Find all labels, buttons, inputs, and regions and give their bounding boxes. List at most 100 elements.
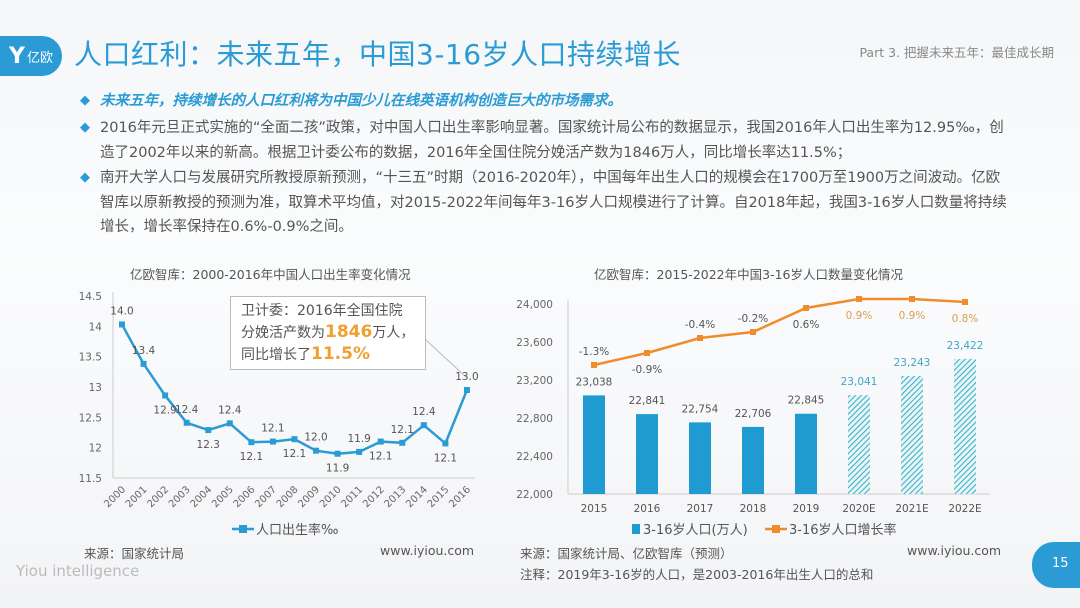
x-tick-label: 2022E xyxy=(948,503,981,515)
y-tick-label: 11.5 xyxy=(79,473,102,485)
birth-rate-point xyxy=(313,447,320,454)
forecast-bar xyxy=(954,358,976,494)
x-tick-label: 2020E xyxy=(842,503,875,515)
y-tick-label: 23,200 xyxy=(516,375,553,387)
rate-label: 0.6% xyxy=(793,319,820,331)
birth-rate-point xyxy=(420,422,427,429)
data-label: 12.1 xyxy=(369,451,392,463)
birth-rate-point xyxy=(399,439,406,446)
x-tick-label: 2002 xyxy=(145,484,171,510)
callout-text: 卫计委：2016年全国住院分娩活产数为 xyxy=(241,303,403,341)
growth-rate-line xyxy=(593,297,966,367)
y-tick-label: 22,400 xyxy=(516,451,553,463)
y-tick-label: 14.5 xyxy=(79,291,102,303)
birth-rate-point xyxy=(291,436,298,443)
bar-label: 22,706 xyxy=(735,408,772,420)
bar-label: 23,041 xyxy=(841,376,878,388)
birth-rate-point xyxy=(140,360,147,367)
chart2-title: 亿欧智库：2015-2022年中国3-16岁人口数量变化情况 xyxy=(594,267,904,282)
x-tick-label: 2004 xyxy=(189,484,215,510)
data-label: 13.4 xyxy=(132,345,156,357)
diamond-icon: ◆ xyxy=(80,120,90,135)
data-label: 12.0 xyxy=(304,432,327,444)
legend-marker xyxy=(772,525,780,533)
diamond-icon: ◆ xyxy=(80,93,90,108)
rate-label: 0.8% xyxy=(952,313,979,325)
legend-label: 人口出生率‰ xyxy=(256,522,338,538)
growth-rate-point xyxy=(750,329,756,335)
bullet-birth-rate: ◆ 2016年元旦正式实施的“全面二孩”政策，对中国人口出生率影响显著。国家统计局… xyxy=(80,116,1010,165)
bar-label: 23,422 xyxy=(947,340,984,352)
x-tick-label: 2016 xyxy=(447,484,473,510)
birth-rate-point xyxy=(226,420,233,427)
url-right[interactable]: www.iyiou.com xyxy=(907,543,1002,558)
data-label: 12.9 xyxy=(153,404,176,416)
data-label: 12.1 xyxy=(261,423,284,435)
bar-label: 22,841 xyxy=(629,395,666,407)
y-tick-label: 13 xyxy=(89,382,102,394)
url-left[interactable]: www.iyiou.com xyxy=(380,543,475,558)
legend-bar-marker xyxy=(632,524,640,534)
callout-text: 万人，同比增长了 xyxy=(241,325,415,363)
bar-label: 22,845 xyxy=(788,395,825,407)
source-left: 来源：国家统计局 xyxy=(84,546,185,561)
data-label: 12.4 xyxy=(218,404,242,416)
x-tick-label: 2016 xyxy=(634,503,661,515)
x-tick-label: 2012 xyxy=(361,484,387,510)
birth-rate-point xyxy=(248,439,255,446)
y-tick-label: 12 xyxy=(89,443,102,455)
growth-rate-point xyxy=(644,350,650,356)
y-tick-label: 13.5 xyxy=(79,352,102,364)
bar-label: 22,754 xyxy=(682,403,719,415)
page-title: 人口红利：未来五年，中国3-16岁人口持续增长 xyxy=(74,38,682,71)
data-label: 12.4 xyxy=(175,404,199,416)
growth-rate-point xyxy=(591,362,597,368)
birth-rate-point xyxy=(269,438,276,445)
y-tick-label: 24,000 xyxy=(516,299,553,311)
rate-label: 0.9% xyxy=(846,310,873,322)
birth-rate-point xyxy=(205,427,212,434)
bar-label: 23,038 xyxy=(576,376,613,388)
x-tick-label: 2015 xyxy=(581,503,608,515)
x-tick-label: 2005 xyxy=(210,484,236,510)
logo-text: 亿欧 xyxy=(26,50,53,66)
x-tick-label: 2018 xyxy=(740,503,767,515)
page-number: 15 xyxy=(1032,542,1080,588)
bullet-forecast: ◆ 南开大学人口与发展研究所教授原新预测，“十三五”时期（2016-2020年），… xyxy=(80,166,1010,240)
y-tick-label: 14 xyxy=(89,321,103,333)
diamond-icon: ◆ xyxy=(80,170,90,185)
data-label: 12.4 xyxy=(412,406,436,418)
x-tick-label: 2014 xyxy=(404,484,430,510)
rate-label: -0.2% xyxy=(738,313,768,325)
rate-label: -0.9% xyxy=(632,364,662,376)
x-tick-label: 2000 xyxy=(102,484,128,510)
x-tick-label: 2015 xyxy=(426,484,452,510)
y-tick-label: 12.5 xyxy=(79,412,102,424)
logo-y-icon: Y xyxy=(9,43,25,69)
growth-rate-point xyxy=(909,296,915,302)
data-label: 14.0 xyxy=(110,305,133,317)
bullet-highlight: ◆ 未来五年，持续增长的人口红利将为中国少儿在线英语机构创造巨大的市场需求。 xyxy=(80,89,1010,114)
y-tick-label: 22,000 xyxy=(516,489,553,501)
population-bar xyxy=(689,422,711,494)
bar-label: 23,243 xyxy=(894,357,931,369)
brand-text: Yiou intelligence xyxy=(16,562,140,580)
growth-rate-point xyxy=(856,296,862,302)
forecast-bar xyxy=(848,395,870,494)
bullet-text: 南开大学人口与发展研究所教授原新预测，“十三五”时期（2016-2020年），中… xyxy=(100,170,1007,235)
birth-rate-point xyxy=(463,386,470,393)
growth-rate-point xyxy=(962,299,968,305)
bullet-text: 未来五年，持续增长的人口红利将为中国少儿在线英语机构创造巨大的市场需求。 xyxy=(100,93,622,109)
data-label: 11.9 xyxy=(347,433,370,445)
x-tick-label: 2010 xyxy=(318,484,344,510)
forecast-bar xyxy=(901,375,923,494)
x-tick-label: 2017 xyxy=(687,503,714,515)
population-bar xyxy=(795,413,817,494)
source-right: 来源：国家统计局、亿欧智库（预测） xyxy=(520,546,733,561)
callout-percent: 11.5% xyxy=(311,344,370,364)
birth-rate-point xyxy=(356,448,363,455)
population-bar xyxy=(636,414,658,494)
x-tick-label: 2003 xyxy=(167,484,193,510)
data-label: 12.3 xyxy=(197,439,220,451)
birth-rate-point xyxy=(119,321,125,328)
